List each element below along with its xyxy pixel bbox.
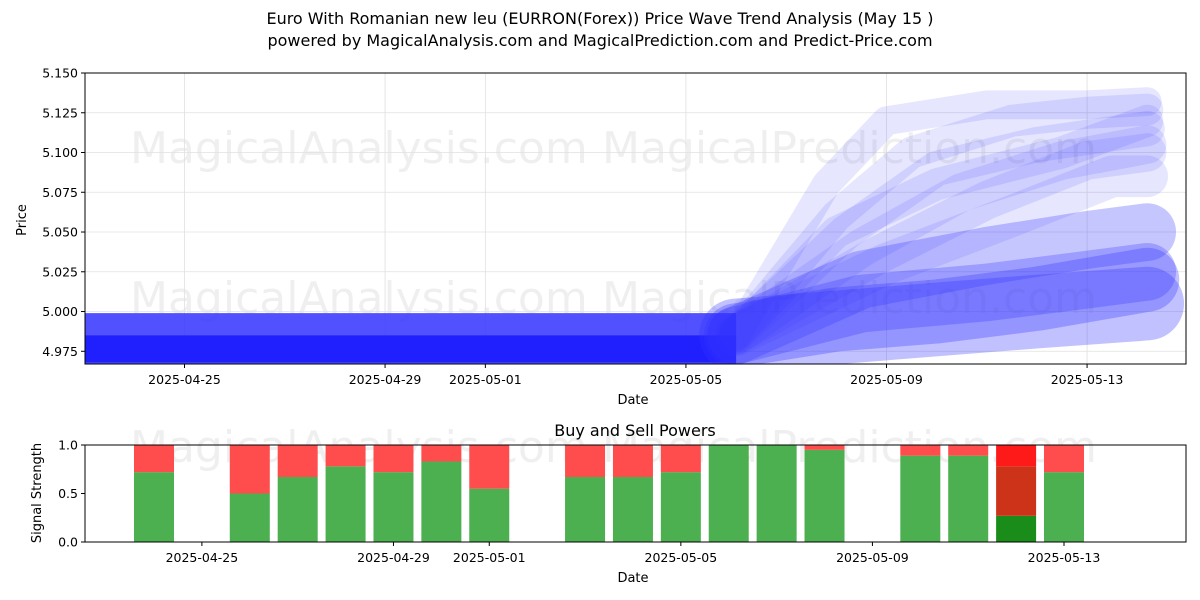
signal-x-tick-label: 2025-05-13 (1028, 550, 1101, 565)
sell-bar (421, 445, 462, 462)
sell-bar (469, 445, 510, 489)
price-x-axis: 2025-04-25 2025-04-29 2025-05-01 2025-05-05… (148, 364, 1123, 387)
wave-line-up-3 (718, 111, 1165, 353)
signal-chart-title: Buy and Sell Powers (554, 421, 716, 440)
signal-y-axis: 0.0 0.5 1.0 (58, 438, 85, 550)
sell-bar (996, 445, 1037, 467)
buy-bar (660, 472, 701, 542)
price-y-tick-label: 5.025 (42, 264, 78, 279)
wave-line-up-4 (716, 125, 1167, 355)
buy-bar (708, 445, 749, 542)
sell-bar (1044, 445, 1084, 473)
chart-subtitle: powered by MagicalAnalysis.com and Magic… (267, 31, 933, 50)
chart-title-block: Euro With Romanian new leu (EURRON(Forex… (0, 8, 1200, 52)
price-y-tick-label: 5.000 (42, 304, 78, 319)
wave-line-up-2 (720, 93, 1164, 352)
price-y-label: Price (15, 204, 30, 236)
sell-bar (900, 445, 941, 456)
price-y-axis: 4.975 5.000 5.025 5.050 5.075 5.100 5.125 5.150 (42, 66, 85, 359)
buy-bar (756, 445, 797, 542)
price-x-tick-label: 2025-05-13 (1051, 372, 1124, 387)
buy-bar (996, 515, 1037, 542)
base-price-core (85, 335, 737, 363)
signal-y-tick-label: 0.0 (58, 535, 78, 550)
sell-bar (229, 445, 270, 494)
buy-bar (373, 472, 414, 542)
signal-x-tick-label: 2025-05-01 (453, 550, 526, 565)
price-y-tick-label: 5.100 (42, 145, 78, 160)
wave-line-mid-2 (707, 242, 1177, 364)
price-x-tick-label: 2025-05-01 (449, 372, 522, 387)
signal-x-tick-label: 2025-05-05 (645, 550, 718, 565)
sell-bar (134, 445, 174, 473)
price-wave-area (85, 87, 1185, 364)
sell-bar (373, 445, 414, 473)
buy-bar (900, 455, 941, 542)
buy-bar (565, 477, 606, 542)
buy-bar (229, 493, 270, 542)
sell-bar (804, 445, 845, 450)
sell-bar (660, 445, 701, 473)
price-x-tick-label: 2025-04-25 (148, 372, 221, 387)
price-x-label: Date (617, 393, 648, 408)
buy-bar (612, 477, 653, 542)
signal-y-label: Signal Strength (30, 443, 45, 543)
price-x-tick-label: 2025-05-05 (650, 372, 723, 387)
wave-line-low-1 (704, 247, 1180, 364)
wave-line-low-2 (699, 266, 1185, 364)
buy-bar (469, 488, 510, 542)
signal-x-tick-label: 2025-05-09 (836, 550, 909, 565)
buy-bar (325, 466, 366, 542)
wave-line-mid-1 (707, 203, 1177, 364)
signal-x-axis: 2025-04-25 2025-04-29 2025-05-01 2025-05-05… (166, 542, 1101, 565)
price-plot-frame (84, 72, 1187, 365)
sell-bar (565, 445, 606, 478)
buy-bar (1044, 472, 1084, 542)
buy-bar (948, 455, 989, 542)
price-y-tick-label: 5.150 (42, 66, 78, 81)
buy-bar (134, 472, 174, 542)
sell-bar (948, 445, 989, 456)
buy-bar (804, 449, 845, 542)
sell-bar (277, 445, 318, 478)
wave-line-up-5 (716, 133, 1167, 355)
buy-bar (277, 477, 318, 542)
price-y-tick-label: 5.075 (42, 185, 78, 200)
price-y-tick-label: 5.125 (42, 105, 78, 120)
wave-line-up-7 (720, 104, 1164, 352)
signal-y-tick-label: 1.0 (58, 438, 78, 453)
signal-x-tick-label: 2025-04-29 (357, 550, 430, 565)
sell-bar (612, 445, 653, 478)
sell-bar (325, 445, 366, 467)
chart-title: Euro With Romanian new leu (EURRON(Forex… (266, 9, 934, 28)
signal-bars (134, 445, 1084, 542)
wave-line-up-1 (721, 87, 1162, 350)
watermark-text: MagicalPrediction.com (602, 123, 1097, 174)
signal-x-tick-label: 2025-04-25 (166, 550, 239, 565)
buy-bar (421, 461, 462, 542)
sell-bar-dark (996, 466, 1037, 516)
price-y-tick-label: 4.975 (42, 344, 78, 359)
wave-line-up-6 (715, 155, 1169, 357)
price-x-tick-label: 2025-05-09 (850, 372, 923, 387)
price-y-tick-label: 5.050 (42, 225, 78, 240)
signal-y-tick-label: 0.5 (58, 486, 78, 501)
signal-x-label: Date (617, 571, 648, 586)
price-x-tick-label: 2025-04-29 (349, 372, 422, 387)
watermark-text: MagicalAnalysis.com (130, 123, 588, 174)
